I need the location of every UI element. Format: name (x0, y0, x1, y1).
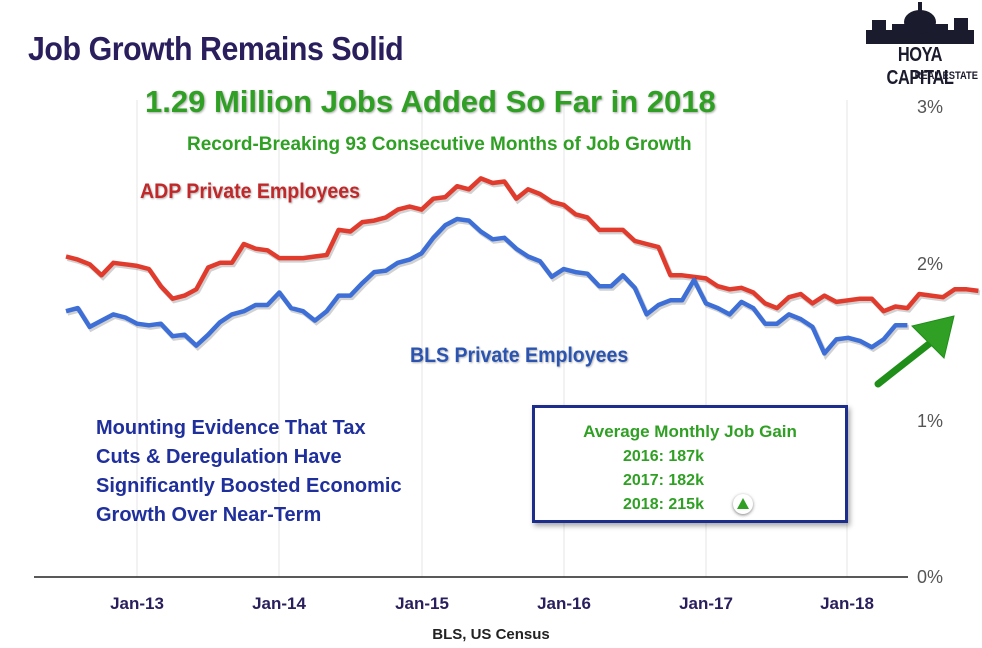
capitol-skyline-icon (866, 2, 974, 44)
job-gain-row: 2017: 182k (623, 472, 704, 489)
x-tick-label: Jan-17 (679, 594, 733, 613)
page-title: Job Growth Remains Solid (28, 30, 404, 67)
job-gain-row: 2016: 187k (623, 448, 704, 465)
logo-tagline: REAL ESTATE (914, 70, 978, 82)
trend-arrow-icon (874, 315, 955, 388)
job-gain-title: Average Monthly Job Gain (583, 422, 797, 441)
y-tick-label: 3% (917, 97, 944, 117)
adp-series-line (65, 176, 979, 314)
job-gain-row: 2018: 215k (623, 496, 704, 513)
up-triangle-icon (733, 494, 753, 514)
job-gain-box: Average Monthly Job Gain 2016: 187k 2017… (532, 405, 848, 523)
note-line: Mounting Evidence That Tax (96, 417, 366, 439)
x-tick-label: Jan-15 (395, 594, 449, 613)
brand-logo: HOYA CAPITAL REAL ESTATE (862, 0, 978, 90)
headline: 1.29 Million Jobs Added So Far in 2018 (145, 84, 716, 119)
note-line: Significantly Boosted Economic (96, 475, 402, 497)
y-tick-label: 0% (917, 567, 944, 587)
note-line: Growth Over Near-Term (96, 504, 322, 526)
bls-series-line (65, 216, 908, 356)
x-tick-label: Jan-13 (110, 594, 164, 613)
policy-note: Mounting Evidence That Tax Cuts & Deregu… (96, 414, 496, 530)
y-tick-label: 2% (917, 254, 944, 274)
adp-series-label: ADP Private Employees (140, 180, 361, 203)
subheadline: Record-Breaking 93 Consecutive Months of… (187, 134, 692, 155)
note-line: Cuts & Deregulation Have (96, 446, 342, 468)
logo-name: HOYA CAPITAL (886, 44, 954, 89)
y-tick-label: 1% (917, 411, 944, 431)
source-caption: BLS, US Census (432, 626, 550, 643)
x-tick-label: Jan-18 (820, 594, 874, 613)
x-tick-label: Jan-16 (537, 594, 591, 613)
x-tick-label: Jan-14 (252, 594, 306, 613)
bls-series-label: BLS Private Employees (410, 344, 629, 367)
